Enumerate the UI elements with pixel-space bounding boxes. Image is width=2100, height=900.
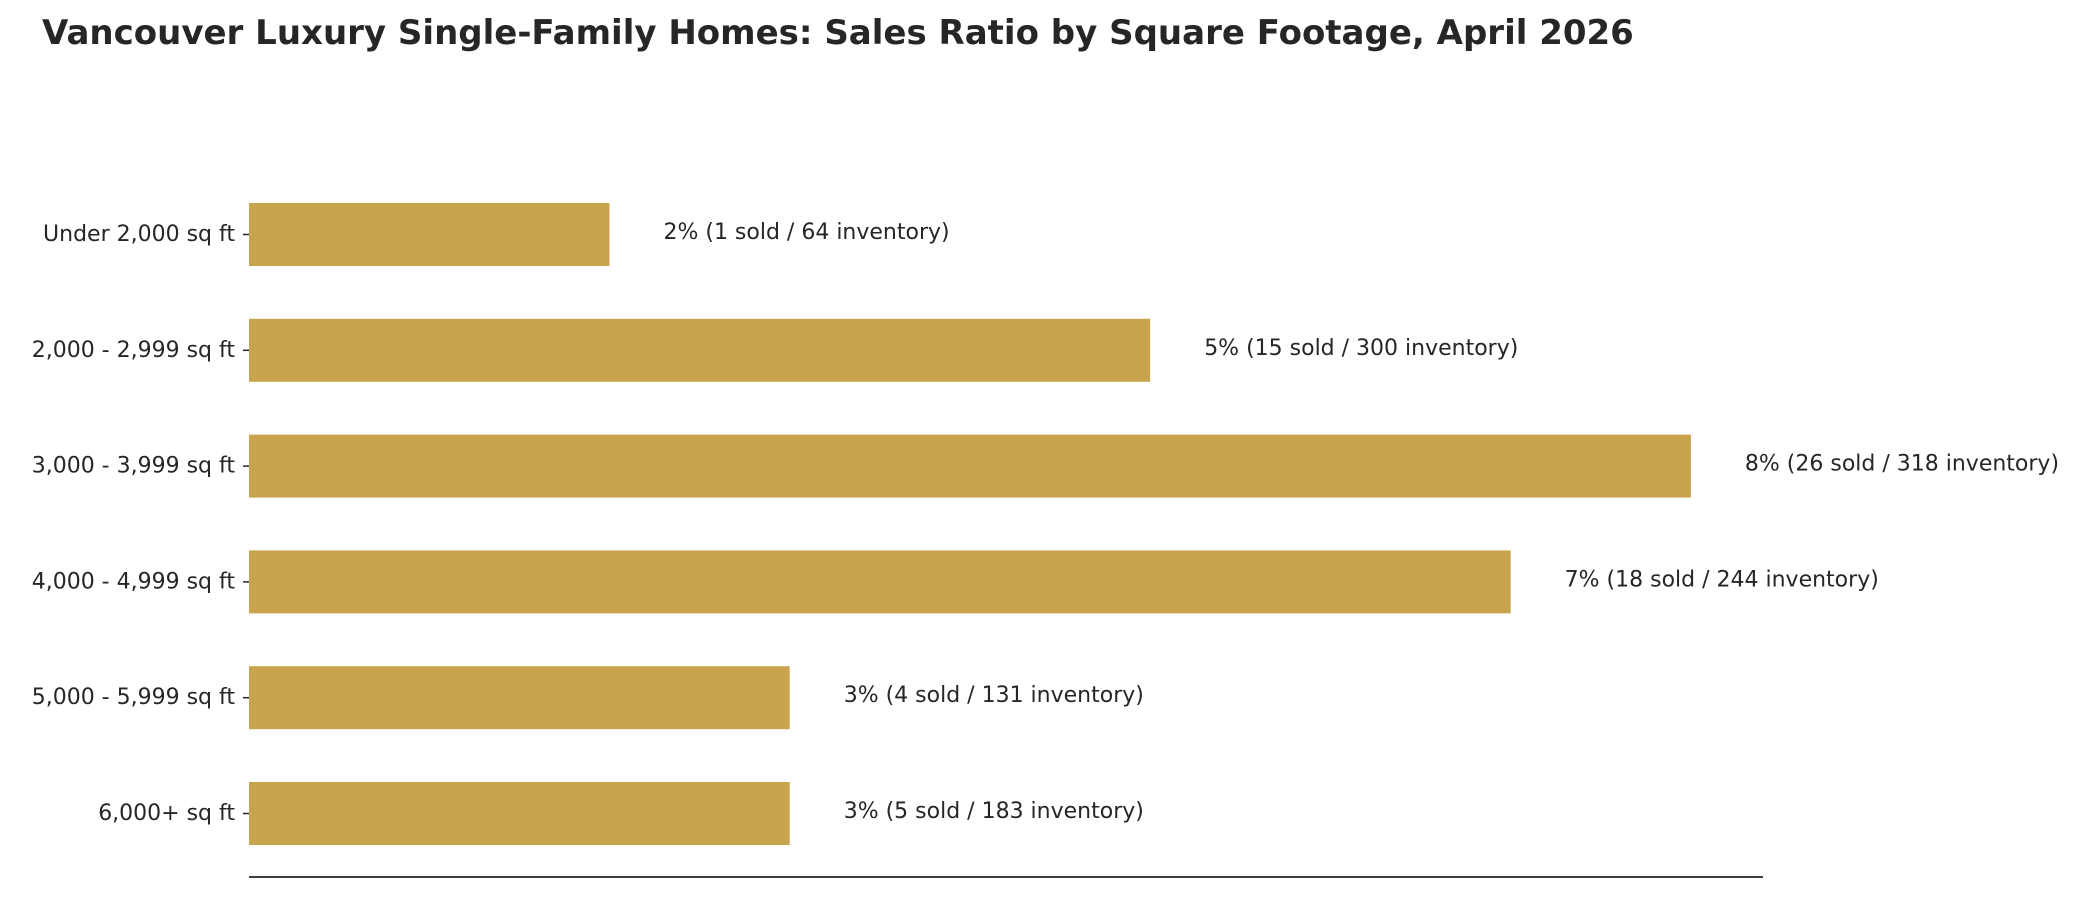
bar-data-label: 2% (1 sold / 64 inventory): [663, 220, 949, 245]
y-tick-label: 3,000 - 3,999 sq ft: [32, 454, 236, 479]
y-tick-label: 5,000 - 5,999 sq ft: [32, 685, 236, 710]
bar-data-label: 5% (15 sold / 300 inventory): [1204, 336, 1518, 361]
bar: [249, 318, 1151, 382]
bar-data-label: 3% (4 sold / 131 inventory): [844, 683, 1144, 708]
bar-data-label: 8% (26 sold / 318 inventory): [1745, 452, 2059, 477]
labels-layer: Under 2,000 sq ft 2% (1 sold / 64 invento…: [32, 220, 2059, 826]
bar: [249, 203, 610, 266]
chart-title: Vancouver Luxury Single-Family Homes: Sa…: [42, 13, 1634, 53]
bar: [249, 666, 790, 730]
y-tick-label: Under 2,000 sq ft: [43, 222, 235, 247]
bar-data-label: 7% (18 sold / 244 inventory): [1565, 567, 1879, 592]
bars-layer: [249, 203, 1691, 845]
y-tick-label: 4,000 - 4,999 sq ft: [32, 569, 236, 594]
bar: [249, 550, 1511, 614]
y-tick-label: 2,000 - 2,999 sq ft: [32, 338, 236, 363]
y-tick-label: 6,000+ sq ft: [98, 801, 235, 826]
bar: [249, 782, 790, 845]
bar-data-label: 3% (5 sold / 183 inventory): [844, 799, 1144, 824]
bar: [249, 434, 1691, 498]
